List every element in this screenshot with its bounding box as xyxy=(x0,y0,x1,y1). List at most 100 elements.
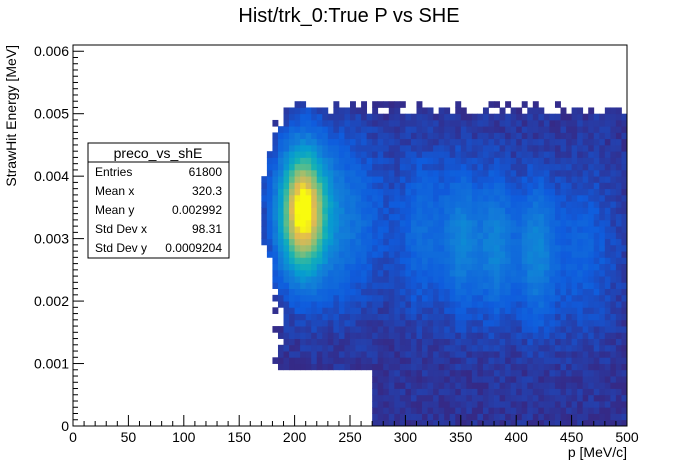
heatmap-cell xyxy=(311,238,318,246)
heatmap-cell xyxy=(516,238,523,246)
heatmap-cell xyxy=(494,376,500,383)
heatmap-cell xyxy=(477,194,484,202)
heatmap-cell xyxy=(560,126,567,133)
heatmap-cell xyxy=(482,294,489,302)
heatmap-cell xyxy=(577,207,584,215)
heatmap-cell xyxy=(549,132,556,140)
heatmap-cell xyxy=(516,194,523,202)
heatmap-cell xyxy=(289,357,295,364)
heatmap-cell xyxy=(289,144,295,152)
heatmap-cell xyxy=(615,263,622,271)
heatmap-cell xyxy=(383,363,390,371)
heatmap-cell xyxy=(294,288,301,296)
heatmap-cell xyxy=(571,419,578,427)
heatmap-cell xyxy=(588,201,595,208)
heatmap-cell xyxy=(566,182,572,190)
heatmap-cell xyxy=(361,107,368,115)
heatmap-cell xyxy=(300,201,307,208)
heatmap-cell xyxy=(272,357,279,364)
heatmap-cell xyxy=(361,276,368,283)
heatmap-cell xyxy=(610,401,617,408)
heatmap-cell xyxy=(494,232,500,240)
heatmap-cell xyxy=(333,151,340,158)
heatmap-cell xyxy=(377,188,384,196)
heatmap-cell xyxy=(538,169,545,177)
heatmap-cell xyxy=(433,357,440,364)
heatmap-cell xyxy=(560,107,567,115)
heatmap-cell xyxy=(416,301,423,308)
heatmap-cell xyxy=(399,232,406,240)
heatmap-cell xyxy=(554,288,561,296)
heatmap-cell xyxy=(499,219,506,227)
heatmap-cell xyxy=(477,369,484,377)
heatmap-cell xyxy=(449,257,456,265)
heatmap-cell xyxy=(333,119,340,127)
heatmap-cell xyxy=(549,219,556,227)
heatmap-cell xyxy=(477,338,484,346)
heatmap-cell xyxy=(621,238,628,246)
heatmap-cell xyxy=(272,182,279,190)
heatmap-cell xyxy=(311,282,318,289)
heatmap-cell xyxy=(383,394,390,402)
heatmap-cell xyxy=(455,282,462,289)
heatmap-cell xyxy=(433,307,440,314)
heatmap-cell xyxy=(549,119,556,127)
heatmap-cell xyxy=(266,163,273,171)
heatmap-cell xyxy=(532,307,539,314)
heatmap-cell xyxy=(427,263,434,271)
heatmap-cell xyxy=(361,126,368,133)
heatmap-cell xyxy=(344,344,351,352)
heatmap-cell xyxy=(311,288,318,296)
heatmap-cell xyxy=(377,319,384,327)
heatmap-cell xyxy=(438,351,445,358)
heatmap-cell xyxy=(455,257,462,265)
heatmap-cell xyxy=(516,219,523,227)
heatmap-cell xyxy=(599,144,606,152)
heatmap-cell xyxy=(455,207,462,215)
heatmap-cell xyxy=(405,307,412,314)
heatmap-cell xyxy=(361,357,368,364)
heatmap-cell xyxy=(427,363,434,371)
heatmap-cell xyxy=(566,357,572,364)
heatmap-cell xyxy=(610,357,617,364)
heatmap-cell xyxy=(444,282,451,289)
heatmap-cell xyxy=(499,282,506,289)
stats-row-label: Std Dev x xyxy=(95,222,147,236)
heatmap-cell xyxy=(344,113,351,121)
heatmap-cell xyxy=(383,332,390,339)
heatmap-cell xyxy=(289,194,295,202)
heatmap-cell xyxy=(305,151,312,158)
heatmap-cell xyxy=(272,194,279,202)
heatmap-cell xyxy=(338,213,345,221)
heatmap-cell xyxy=(499,138,506,146)
heatmap-cell xyxy=(477,238,484,246)
heatmap-cell xyxy=(494,201,500,208)
heatmap-cell xyxy=(482,282,489,289)
heatmap-cell xyxy=(289,326,295,333)
heatmap-cell xyxy=(610,313,617,321)
heatmap-cell xyxy=(311,226,318,233)
heatmap-cell xyxy=(494,288,500,296)
heatmap-cell xyxy=(621,188,628,196)
heatmap-cell xyxy=(582,269,589,277)
heatmap-cell xyxy=(388,407,395,414)
heatmap-cell xyxy=(344,257,351,265)
heatmap-cell xyxy=(505,388,512,396)
heatmap-cell xyxy=(433,188,440,196)
heatmap-cell xyxy=(477,207,484,215)
heatmap-cell xyxy=(588,232,595,240)
heatmap-cell xyxy=(577,376,584,383)
heatmap-cell xyxy=(366,326,373,333)
heatmap-cell xyxy=(466,144,473,152)
heatmap-cell xyxy=(615,376,622,383)
heatmap-cell xyxy=(532,319,539,327)
heatmap-cell xyxy=(588,301,595,308)
heatmap-cell xyxy=(571,113,578,121)
heatmap-cell xyxy=(433,388,440,396)
heatmap-cell xyxy=(505,332,512,339)
heatmap-cell xyxy=(405,419,412,427)
heatmap-cell xyxy=(621,326,628,333)
heatmap-cell xyxy=(482,176,489,183)
heatmap-cell xyxy=(272,263,279,271)
heatmap-cell xyxy=(377,376,384,383)
